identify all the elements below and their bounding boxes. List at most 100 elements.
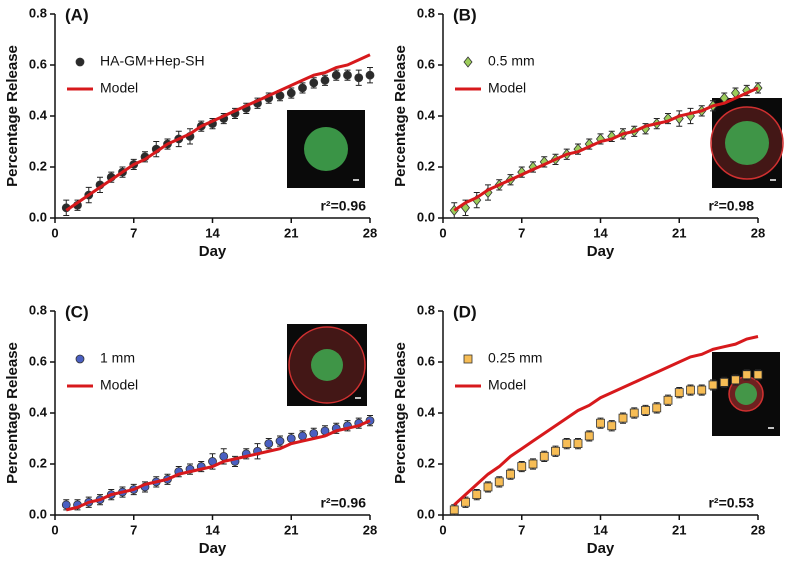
model-line	[65, 419, 371, 512]
x-tick-label: 21	[284, 225, 298, 240]
x-tick-label: 0	[51, 522, 58, 537]
x-tick-label: 28	[751, 522, 765, 537]
x-tick-label: 28	[751, 225, 765, 240]
legend-marker	[463, 56, 473, 68]
data-point	[309, 78, 319, 88]
y-tick-label: 0.6	[29, 56, 47, 71]
fit-annotation: r²=0.98	[708, 198, 754, 214]
data-point	[539, 451, 549, 461]
data-point	[528, 459, 538, 469]
data-point	[365, 70, 375, 80]
x-tick-label: 28	[363, 225, 377, 240]
y-tick-label: 0.4	[417, 107, 436, 122]
data-point	[697, 385, 707, 395]
data-point	[219, 451, 229, 461]
legend-label: Model	[488, 377, 526, 393]
x-tick-label: 14	[205, 225, 220, 240]
x-axis-label: Day	[199, 540, 227, 557]
y-tick-label: 0.0	[417, 209, 435, 224]
x-tick-label: 7	[130, 522, 137, 537]
x-tick-label: 0	[51, 225, 58, 240]
data-point	[483, 482, 493, 492]
y-tick-label: 0.0	[29, 209, 47, 224]
data-point	[264, 439, 274, 449]
x-tick-label: 0	[439, 522, 446, 537]
data-point	[320, 75, 330, 85]
x-tick-label: 14	[593, 225, 608, 240]
legend-label: Model	[100, 80, 138, 96]
x-tick-label: 21	[284, 522, 298, 537]
legend-marker	[463, 354, 473, 364]
x-tick-label: 7	[518, 522, 525, 537]
data-point	[472, 490, 482, 500]
y-tick-label: 0.4	[417, 404, 436, 419]
data-point	[494, 477, 504, 487]
data-point	[354, 73, 364, 83]
legend-label: HA-GM+Hep-SH	[100, 53, 205, 69]
data-point	[731, 375, 740, 385]
x-tick-label: 7	[130, 225, 137, 240]
y-axis-label: Percentage Release	[4, 45, 21, 187]
fit-annotation: r²=0.53	[708, 495, 754, 511]
y-tick-label: 0.2	[29, 158, 47, 173]
data-point	[298, 431, 307, 441]
data-point	[275, 436, 285, 446]
panel-title: (D)	[453, 302, 477, 321]
data-point	[629, 408, 639, 418]
panel: 0.0 0.2 0.4 0.6 0.8 0 7 14 21 28 Day Percentage Rel…	[4, 5, 377, 260]
data-point	[286, 88, 296, 98]
y-tick-label: 0.0	[29, 506, 47, 521]
data-point	[309, 428, 319, 438]
y-tick-label: 0.4	[29, 107, 48, 122]
data-point	[286, 434, 296, 443]
y-tick-label: 0.6	[417, 56, 435, 71]
data-point	[61, 500, 71, 510]
legend-marker	[75, 354, 85, 364]
data-point	[461, 497, 470, 507]
model-line	[453, 335, 759, 506]
legend-label: Model	[100, 377, 138, 393]
legend-label: 0.5 mm	[488, 53, 535, 69]
data-point	[686, 385, 695, 395]
data-point	[573, 439, 583, 449]
y-tick-label: 0.8	[29, 5, 47, 20]
panel: 0.0 0.2 0.4 0.6 0.8 0 7 14 21 28 Day Percentage Rel…	[4, 302, 377, 557]
model-line	[65, 53, 371, 212]
y-axis-label: Percentage Release	[392, 45, 409, 187]
data-point	[719, 377, 729, 387]
inset-ring	[735, 383, 757, 405]
inset-ring	[725, 121, 769, 165]
data-point	[652, 403, 662, 413]
inset-ring	[304, 127, 348, 171]
x-axis-label: Day	[587, 540, 615, 557]
legend-label: 1 mm	[100, 350, 135, 366]
x-tick-label: 14	[205, 522, 220, 537]
y-tick-label: 0.6	[417, 353, 435, 368]
x-axis-label: Day	[199, 243, 227, 260]
x-axis-label: Day	[587, 243, 615, 260]
data-point	[584, 431, 594, 441]
x-tick-label: 28	[363, 522, 377, 537]
y-tick-label: 0.2	[417, 455, 435, 470]
data-point	[607, 421, 617, 431]
data-point	[674, 388, 684, 398]
data-point	[298, 83, 307, 93]
panel: 0.0 0.2 0.4 0.6 0.8 0 7 14 21 28 Day Percentage Rel…	[392, 5, 784, 260]
data-point	[663, 395, 673, 405]
x-tick-label: 21	[672, 225, 686, 240]
panel: 0.0 0.2 0.4 0.6 0.8 0 7 14 21 28 Day Percentage Rel…	[392, 302, 780, 557]
data-point	[343, 70, 352, 80]
x-tick-label: 14	[593, 522, 608, 537]
data-point	[331, 70, 341, 80]
y-tick-label: 0.4	[29, 404, 48, 419]
y-tick-label: 0.8	[417, 302, 435, 317]
x-tick-label: 0	[439, 225, 446, 240]
data-point	[742, 370, 752, 380]
data-point	[517, 462, 527, 471]
y-tick-label: 0.2	[417, 158, 435, 173]
x-tick-label: 7	[518, 225, 525, 240]
legend-label: Model	[488, 80, 526, 96]
x-tick-label: 21	[672, 522, 686, 537]
y-tick-label: 0.0	[417, 506, 435, 521]
